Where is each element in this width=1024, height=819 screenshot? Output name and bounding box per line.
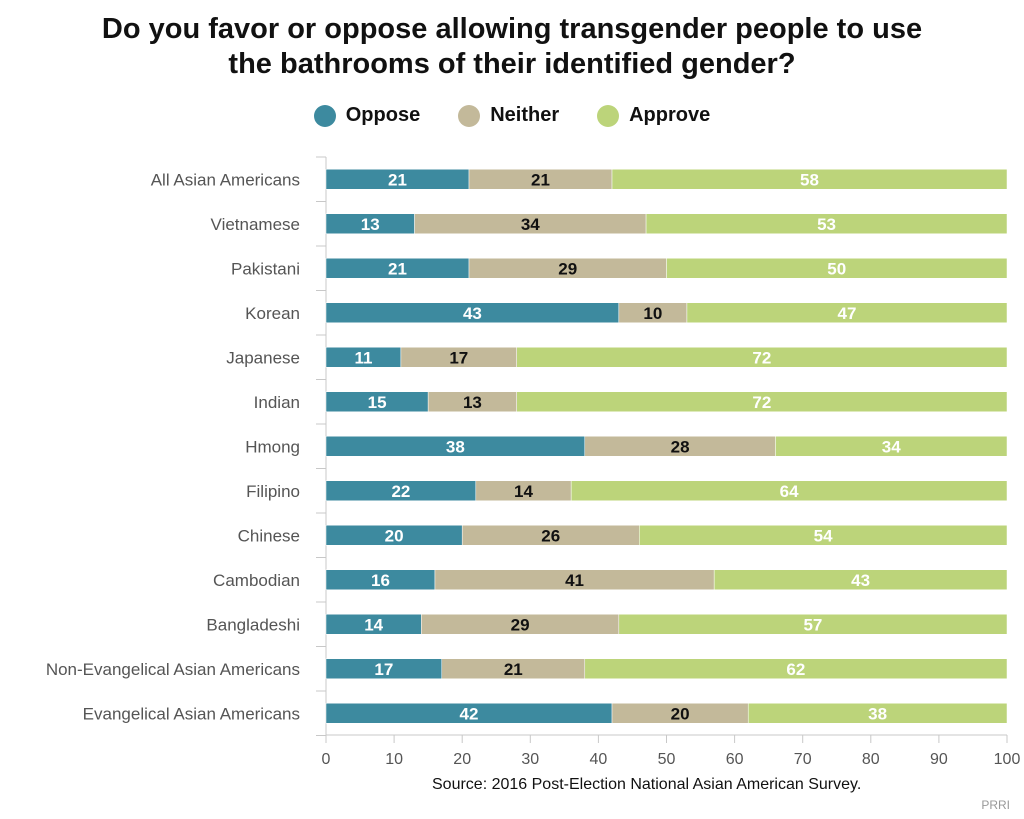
data-label-oppose: 22 xyxy=(391,482,410,501)
x-tick-label: 20 xyxy=(453,751,471,768)
legend-item-neither: Neither xyxy=(458,104,559,127)
x-tick-label: 30 xyxy=(521,751,539,768)
category-label: Vietnamese xyxy=(211,215,300,234)
data-label-oppose: 38 xyxy=(446,437,465,456)
legend-item-approve: Approve xyxy=(597,104,710,127)
data-label-approve: 34 xyxy=(882,437,901,456)
brand-mark: PRRI xyxy=(981,798,1010,812)
bar-approve xyxy=(611,169,1008,190)
legend-swatch-approve xyxy=(597,104,620,127)
category-label: All Asian Americans xyxy=(151,170,300,189)
bar-approve xyxy=(516,391,1008,412)
data-label-approve: 72 xyxy=(752,348,771,367)
data-label-oppose: 16 xyxy=(371,571,390,590)
x-tick-label: 80 xyxy=(862,751,880,768)
data-label-oppose: 20 xyxy=(385,526,404,545)
bar-approve xyxy=(747,703,1008,724)
category-label: Indian xyxy=(254,393,300,412)
chart-legend: Oppose Neither Approve xyxy=(0,104,1024,127)
data-label-neither: 26 xyxy=(541,526,560,545)
data-label-approve: 54 xyxy=(814,526,833,545)
title-line-1: Do you favor or oppose allowing transgen… xyxy=(101,13,923,45)
bar-approve xyxy=(666,258,1008,279)
data-label-neither: 20 xyxy=(671,704,690,723)
category-label: Non-Evangelical Asian Americans xyxy=(46,660,300,679)
data-label-approve: 50 xyxy=(827,259,846,278)
data-label-approve: 62 xyxy=(786,660,805,679)
x-tick-label: 0 xyxy=(322,751,331,768)
category-label: Chinese xyxy=(238,526,300,545)
bar-approve xyxy=(618,614,1008,635)
data-label-neither: 10 xyxy=(643,304,662,323)
data-label-oppose: 15 xyxy=(368,393,387,412)
bar-approve xyxy=(570,480,1008,501)
category-label: Hmong xyxy=(245,437,300,456)
data-label-neither: 21 xyxy=(531,170,550,189)
bar-approve xyxy=(713,569,1008,590)
chart-title: Do you favor or oppose allowing transgen… xyxy=(0,12,1024,82)
source-note: Source: 2016 Post-Election National Asia… xyxy=(432,776,862,793)
bar-approve xyxy=(516,347,1008,368)
data-label-neither: 28 xyxy=(671,437,690,456)
data-label-neither: 29 xyxy=(558,259,577,278)
data-label-neither: 13 xyxy=(463,393,482,412)
data-label-approve: 47 xyxy=(838,304,857,323)
data-label-neither: 41 xyxy=(565,571,584,590)
data-label-approve: 58 xyxy=(800,170,819,189)
data-label-approve: 57 xyxy=(803,615,822,634)
x-tick-label: 100 xyxy=(994,751,1021,768)
bar-approve xyxy=(775,436,1008,457)
bar-approve xyxy=(584,658,1008,679)
legend-item-oppose: Oppose xyxy=(313,104,421,127)
bar-approve xyxy=(686,302,1008,323)
category-label: Korean xyxy=(245,304,300,323)
data-label-neither: 14 xyxy=(514,482,533,501)
x-tick-label: 90 xyxy=(930,751,948,768)
bar-approve xyxy=(639,525,1008,546)
data-label-oppose: 42 xyxy=(460,704,479,723)
data-label-approve: 53 xyxy=(817,215,836,234)
legend-swatch-neither xyxy=(458,104,481,127)
data-label-neither: 21 xyxy=(504,660,523,679)
legend-label-neither: Neither xyxy=(490,104,560,126)
category-label: Bangladeshi xyxy=(206,615,300,634)
data-label-oppose: 21 xyxy=(388,170,407,189)
legend-swatch-oppose xyxy=(313,104,336,127)
data-label-oppose: 11 xyxy=(354,348,372,367)
data-label-neither: 34 xyxy=(521,215,540,234)
data-label-approve: 72 xyxy=(752,393,771,412)
x-tick-label: 10 xyxy=(385,751,403,768)
x-tick-label: 50 xyxy=(658,751,676,768)
data-label-approve: 43 xyxy=(851,571,870,590)
category-label: Filipino xyxy=(246,482,300,501)
legend-label-oppose: Oppose xyxy=(345,104,421,126)
data-label-oppose: 13 xyxy=(361,215,380,234)
x-tick-label: 70 xyxy=(794,751,812,768)
data-label-oppose: 43 xyxy=(463,304,482,323)
title-line-2: the bathrooms of their identified gender… xyxy=(228,48,796,80)
data-label-neither: 17 xyxy=(449,348,468,367)
category-label: Japanese xyxy=(226,348,300,367)
category-label: Pakistani xyxy=(231,259,300,278)
legend-label-approve: Approve xyxy=(629,104,711,126)
data-label-oppose: 14 xyxy=(364,615,383,634)
category-label: Cambodian xyxy=(213,571,300,590)
data-label-oppose: 21 xyxy=(388,259,407,278)
x-tick-label: 40 xyxy=(590,751,608,768)
bar-approve xyxy=(645,213,1008,234)
data-label-approve: 64 xyxy=(780,482,799,501)
category-label: Evangelical Asian Americans xyxy=(83,704,300,723)
x-tick-label: 60 xyxy=(726,751,744,768)
data-label-approve: 38 xyxy=(868,704,887,723)
data-label-neither: 29 xyxy=(511,615,530,634)
data-label-oppose: 17 xyxy=(374,660,393,679)
